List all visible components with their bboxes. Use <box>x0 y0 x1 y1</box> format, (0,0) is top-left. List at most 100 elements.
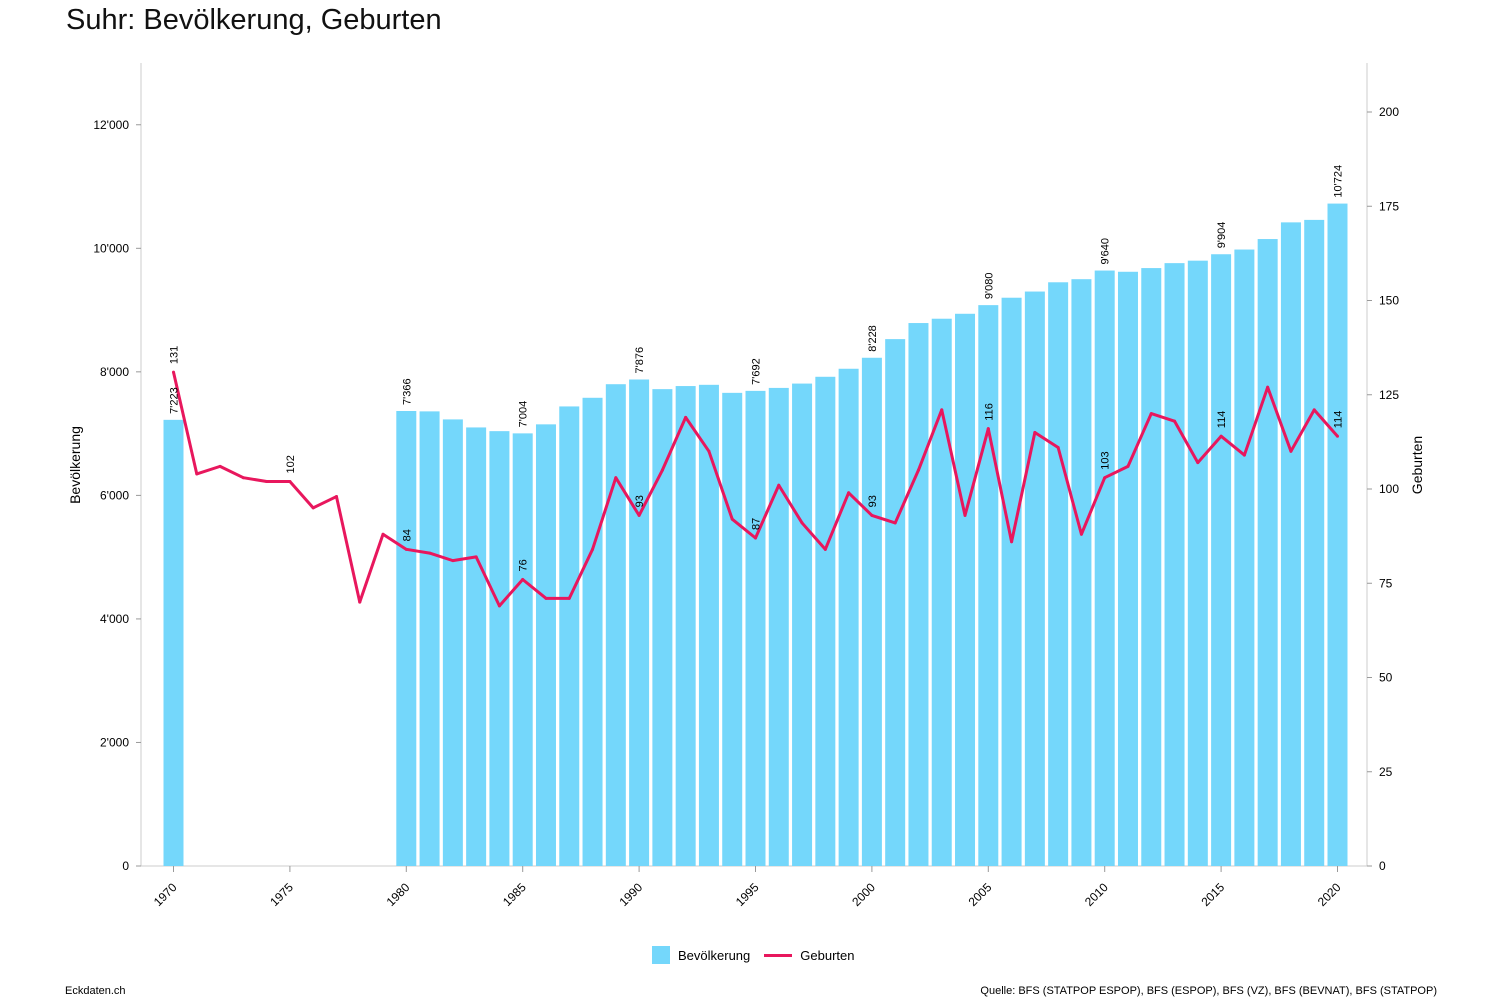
legend-label-geburten: Geburten <box>800 947 855 963</box>
geburten-point-1992 <box>684 415 688 419</box>
geburten-point-2009 <box>1079 532 1083 536</box>
bar-1989 <box>605 384 626 866</box>
bar-2020 <box>1327 203 1348 866</box>
legend: Bevölkerung Geburten <box>652 946 854 964</box>
geburten-point-1970 <box>172 370 175 374</box>
bar-label-2005: 9'080 <box>983 273 995 300</box>
line-label-1995: 87 <box>751 518 763 530</box>
bar-1997 <box>792 383 813 866</box>
bar-2009 <box>1071 279 1092 866</box>
geburten-point-2007 <box>1033 430 1037 434</box>
geburten-point-1998 <box>823 547 827 551</box>
bar-1988 <box>582 397 603 866</box>
bar-2013 <box>1164 263 1185 866</box>
bar-2005 <box>978 305 999 866</box>
bar-1983 <box>466 427 487 866</box>
bar-1992 <box>675 386 696 866</box>
bar-1985 <box>512 433 533 866</box>
left-tick-label: 0 <box>122 859 129 873</box>
bar-2001 <box>885 339 906 866</box>
geburten-point-1991 <box>660 468 664 472</box>
bar-2016 <box>1234 249 1255 866</box>
geburten-point-1971 <box>195 472 199 476</box>
bar-label-1980: 7'366 <box>401 378 413 405</box>
line-label-2020: 114 <box>1333 411 1345 429</box>
bar-label-2010: 9'640 <box>1100 238 1112 265</box>
x-tick-label: 2005 <box>966 880 995 909</box>
geburten-point-1980 <box>404 547 408 551</box>
bar-label-1990: 7'876 <box>634 347 646 374</box>
bar-2019 <box>1304 219 1325 866</box>
left-tick-label: 6'000 <box>100 488 129 502</box>
x-tick-label: 2020 <box>1315 880 1344 909</box>
bar-1998 <box>815 376 836 866</box>
right-tick-label: 0 <box>1379 859 1386 873</box>
geburten-point-2013 <box>1173 419 1177 423</box>
bar-2017 <box>1257 239 1278 867</box>
bar-1981 <box>419 411 440 866</box>
geburten-point-1979 <box>381 532 385 536</box>
bar-label-2000: 8'228 <box>867 325 879 352</box>
geburten-point-1973 <box>241 476 245 480</box>
x-tick-label: 1970 <box>151 880 180 909</box>
x-tick-label: 2010 <box>1082 880 1111 909</box>
bar-1990 <box>629 379 650 866</box>
legend-label-bevoelkerung: Bevölkerung <box>678 947 751 963</box>
left-tick-label: 4'000 <box>100 612 129 626</box>
geburten-point-2008 <box>1056 446 1060 450</box>
line-label-2000: 93 <box>867 495 879 507</box>
right-tick-label: 200 <box>1379 105 1399 119</box>
geburten-point-1975 <box>288 479 292 483</box>
bar-1982 <box>442 419 463 866</box>
bar-2011 <box>1117 271 1138 866</box>
geburten-point-2010 <box>1103 476 1107 480</box>
geburten-point-2001 <box>893 521 897 525</box>
geburten-point-2004 <box>963 513 967 517</box>
left-tick-label: 10'000 <box>93 241 129 255</box>
geburten-point-2003 <box>940 408 944 412</box>
geburten-point-1997 <box>800 521 804 525</box>
geburten-point-1984 <box>497 604 501 608</box>
legend-swatch-geburten <box>764 953 793 957</box>
x-tick-label: 1980 <box>384 880 413 909</box>
geburten-point-1990 <box>637 513 641 517</box>
bar-label-2020: 10'724 <box>1333 165 1345 198</box>
line-label-1990: 93 <box>634 495 646 507</box>
geburten-point-1977 <box>334 495 338 499</box>
footer-source: Quelle: BFS (STATPOP ESPOP), BFS (ESPOP)… <box>980 985 1437 997</box>
bar-2012 <box>1141 268 1162 866</box>
bar-label-2015: 9'904 <box>1216 222 1228 249</box>
right-tick-label: 150 <box>1379 294 1399 308</box>
x-tick-label: 2015 <box>1198 880 1227 909</box>
geburten-point-1999 <box>847 491 851 495</box>
geburten-point-1972 <box>218 464 222 468</box>
geburten-point-2018 <box>1289 449 1293 453</box>
chart-title: Suhr: Bevölkerung, Geburten <box>66 4 442 36</box>
bar-1996 <box>768 387 789 866</box>
geburten-point-1982 <box>451 559 455 563</box>
geburten-point-1986 <box>544 596 548 600</box>
line-label-2005: 116 <box>983 403 995 421</box>
left-tick-label: 2'000 <box>100 735 129 749</box>
geburten-point-1993 <box>707 449 711 453</box>
x-tick-label: 2000 <box>849 880 878 909</box>
footer-site: Eckdaten.ch <box>65 985 126 997</box>
right-tick-label: 50 <box>1379 671 1393 685</box>
geburten-point-2006 <box>1010 540 1014 544</box>
x-tick-label: 1975 <box>267 880 296 909</box>
geburten-point-1987 <box>567 596 571 600</box>
geburten-point-1976 <box>311 506 315 510</box>
line-label-1980: 84 <box>401 529 413 541</box>
bar-1991 <box>652 389 673 866</box>
bar-2006 <box>1001 297 1022 866</box>
geburten-point-1989 <box>614 476 618 480</box>
bar-2010 <box>1094 270 1115 866</box>
geburten-point-1995 <box>754 536 757 540</box>
bar-2004 <box>955 313 976 866</box>
geburten-point-2019 <box>1312 408 1316 412</box>
bar-2018 <box>1280 222 1301 866</box>
bar-1987 <box>559 406 580 866</box>
bar-1995 <box>745 390 766 866</box>
bar-2000 <box>861 357 882 866</box>
